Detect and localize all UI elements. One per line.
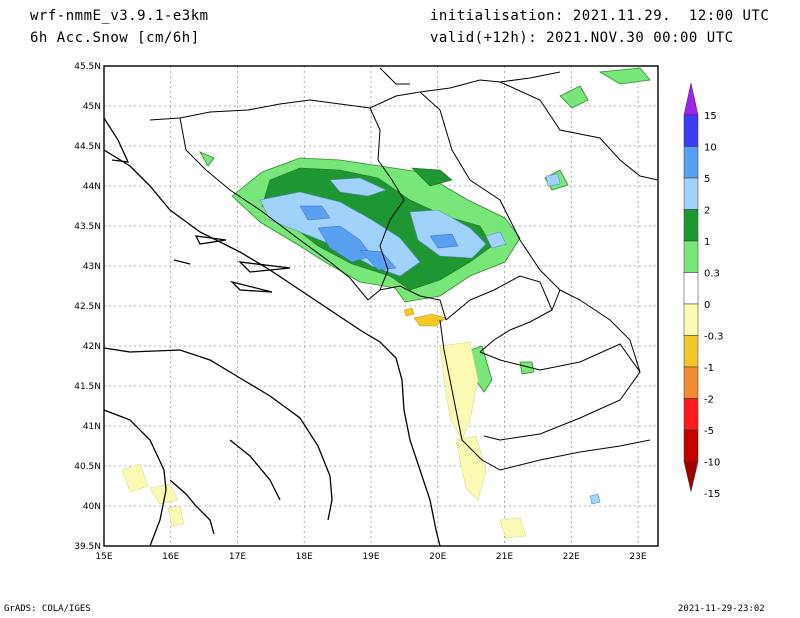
legend-label: -1 [704,363,714,374]
borders [149,67,658,471]
border-greece [499,439,651,471]
render-timestamp: 2021-11-29-23:02 [678,604,765,614]
lat-tick-label: 40N [83,502,101,512]
lon-tick-label: 20E [429,552,446,562]
legend-label: 10 [704,143,717,154]
valid-time: valid(+12h): 2021.NOV.30 00:00 UTC [430,30,734,46]
legend-swatch [683,366,699,399]
coastlines [104,117,441,546]
snow-blue-3 [329,177,387,197]
border-bosnia [179,117,369,301]
legend-top-arrow [683,82,699,116]
neg-area-italy-1 [121,463,149,493]
neg-area-greece-s [499,517,527,539]
lat-tick-label: 44.5N [74,142,101,152]
border-romania [499,81,658,181]
lat-tick-label: 45.5N [74,62,101,72]
neg-area-albania [439,341,479,441]
lat-tick-label: 44N [83,182,101,192]
border-serbia-w [419,91,561,311]
legend-swatch [683,177,699,210]
istria [104,117,130,163]
lat-tick-label: 43N [83,262,101,272]
snow-fields [104,67,658,546]
lat-tick-label: 45N [83,102,101,112]
snow-blue-5 [545,173,561,187]
model-title: wrf-nmmE_v3.9.1-e3km [30,8,209,24]
border-bulgaria [559,289,641,373]
legend-swatch [683,303,699,336]
lon-tick-label: 18E [296,552,313,562]
neg-area-dot [403,307,415,317]
snow-mid-3 [299,205,331,221]
snow-blue-4 [485,231,507,249]
legend-label: 0 [704,300,710,311]
lon-tick-label: 19E [362,552,379,562]
snow-area-north [559,85,589,109]
legend-bottom-arrow [683,461,699,492]
neg-area-montenegro [413,313,447,327]
snow-mid-2 [359,249,397,271]
border-bosnia-e [369,107,405,291]
legend-label: -0.3 [704,332,724,343]
border-montenegro [367,285,447,321]
field-title: 6h Acc.Snow [cm/6h] [30,30,200,46]
lon-tick-label: 22E [563,552,580,562]
legend-label: 15 [704,111,717,122]
snow-core-2 [411,167,453,187]
legend-swatch [683,398,699,431]
lon-tick-label: 15E [95,552,112,562]
legend-label: -15 [704,489,720,500]
legend-swatch [683,114,699,147]
snow-area-macedonia [519,361,535,375]
lat-tick-labels: 39.5N 40N 40.5N 41N 41.5N 42N 42.5N 43N 43.5N 44N… [74,62,101,552]
lat-tick-label: 41N [83,422,101,432]
lat-tick-label: 39.5N [74,542,101,552]
color-legend: 15 10 5 2 1 0.3 0 -0.3 -1 -2 -5 -10 -15 [683,82,724,500]
snow-area-dalm [199,151,215,167]
legend-label: 1 [704,237,710,248]
lon-tick-labels: 15E 16E 17E 18E 19E 20E 21E 22E 23E [95,552,646,562]
legend-swatch [683,429,699,462]
snow-blue-6 [589,493,601,505]
snow-map: 15E 16E 17E 18E 19E 20E 21E 22E 23E 39.5N 40N 40.5… [74,62,724,562]
lat-tick-label: 41.5N [74,382,101,392]
adriatic-coast [104,149,441,546]
map-gridlines [104,66,658,546]
map-frame [103,65,659,547]
legend-swatch [683,272,699,305]
italy-coast [104,347,333,546]
legend-swatch [683,240,699,273]
snow-mid-4 [429,233,459,249]
snow-area-ne [598,67,651,85]
border-croatia-n [149,67,421,121]
legend-label: 5 [704,174,710,185]
legend-swatch [683,146,699,179]
border-hungary [419,71,561,93]
border-kosovo [445,275,553,353]
legend-label: -2 [704,395,714,406]
init-time: initialisation: 2021.11.29. 12:00 UTC [430,8,770,24]
border-albania [439,319,501,471]
lon-tick-label: 17E [229,552,246,562]
neg-area-greece-w [455,435,487,501]
legend-label: -10 [704,458,720,469]
lon-tick-label: 23E [629,552,646,562]
legend-swatch [683,335,699,368]
lat-tick-label: 43.5N [74,222,101,232]
legend-label: 2 [704,206,710,217]
snow-blue-2 [409,209,487,259]
legend-swatch [683,209,699,242]
lat-tick-label: 42N [83,342,101,352]
neg-area-italy-3 [167,505,185,527]
lon-tick-label: 21E [496,552,513,562]
lat-tick-label: 40.5N [74,462,101,472]
grads-credit: GrADS: COLA/IGES [4,604,91,614]
neg-area-italy-2 [149,483,179,505]
legend-label: 0.3 [704,269,720,280]
legend-label: -5 [704,426,714,437]
lat-tick-label: 42.5N [74,302,101,312]
lon-tick-label: 16E [162,552,179,562]
islands-1 [173,235,291,293]
